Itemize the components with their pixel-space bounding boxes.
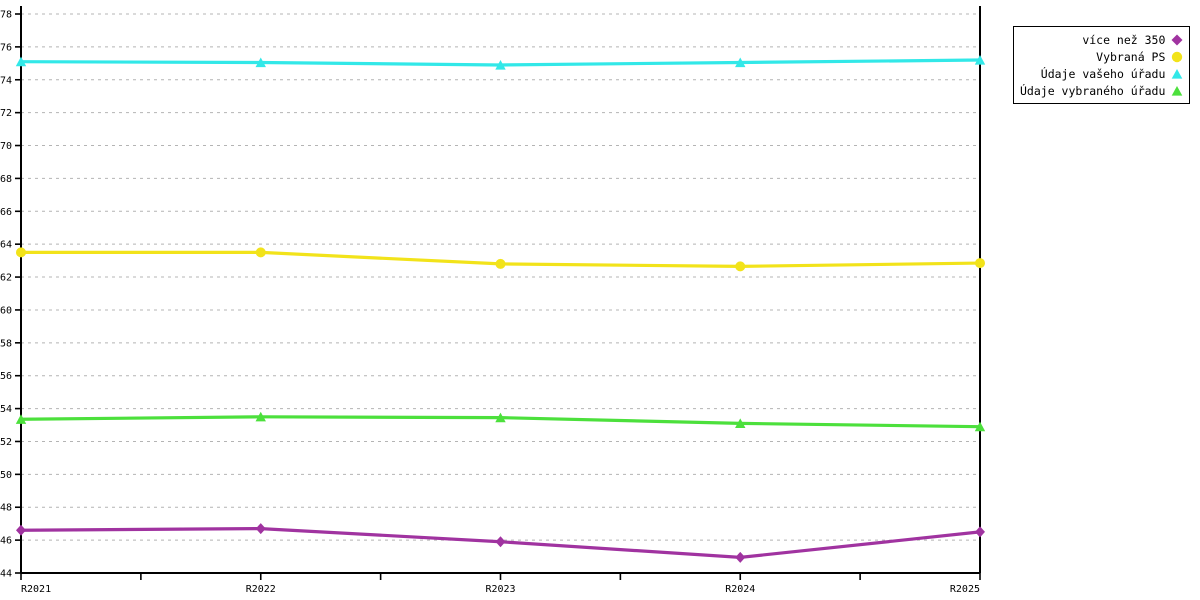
data-point-circle — [16, 247, 26, 258]
x-axis-ticks — [20, 573, 981, 580]
data-point-triangle — [974, 55, 986, 65]
data-point-diamond — [495, 536, 506, 548]
data-point-triangle — [15, 56, 27, 67]
legend-item-label: více než 350 — [1082, 32, 1166, 47]
data-series-layer — [15, 55, 986, 563]
grid-lines — [21, 13, 980, 574]
y-tick-label: 46 — [0, 536, 12, 547]
y-tick-label: 66 — [0, 207, 12, 218]
data-point-triangle — [255, 57, 266, 68]
data-point-triangle — [495, 412, 506, 423]
x-tick-label: R2023 — [485, 584, 515, 595]
triangle-marker-icon — [1170, 67, 1184, 81]
x-axis-tick-labels: R2021 R2022 R2023 R2024 R2025 — [21, 584, 980, 595]
data-point-diamond — [255, 523, 266, 535]
data-point-diamond — [735, 551, 746, 563]
diamond-marker-icon — [1170, 33, 1184, 47]
legend-item[interactable]: Údaje vašeho úřadu — [1020, 65, 1184, 82]
y-axis-ticks — [15, 13, 21, 574]
x-tick-label: R2021 — [21, 584, 51, 595]
y-tick-label: 44 — [0, 569, 12, 580]
y-tick-label: 64 — [0, 240, 12, 251]
y-tick-label: 56 — [0, 371, 12, 382]
x-tick-label: R2022 — [246, 584, 276, 595]
y-tick-label: 60 — [0, 305, 12, 316]
y-axis-tick-labels: 44 46 48 50 52 54 56 58 60 62 64 66 68 70 72 74 76 78 — [0, 10, 12, 580]
circle-marker-icon — [1170, 50, 1184, 64]
data-point-circle — [495, 258, 506, 269]
y-tick-label: 52 — [0, 437, 12, 448]
y-tick-label: 54 — [0, 404, 12, 415]
triangle-marker-icon — [1170, 84, 1184, 98]
legend-item[interactable]: Údaje vybraného úřadu — [1020, 82, 1184, 99]
data-point-circle — [255, 247, 266, 258]
data-point-circle — [735, 261, 746, 272]
data-point-triangle — [735, 57, 746, 68]
chart-legend: více než 350 Vybraná PS Údaje vašeho úřa… — [1013, 26, 1191, 104]
y-tick-label: 76 — [0, 42, 12, 53]
legend-item-label: Údaje vašeho úřadu — [1040, 66, 1166, 81]
y-tick-label: 72 — [0, 108, 12, 119]
legend-item-label: Vybraná PS — [1096, 49, 1166, 64]
data-point-triangle — [495, 59, 506, 70]
data-point-triangle — [255, 411, 266, 422]
data-point-diamond — [16, 524, 26, 536]
y-tick-label: 78 — [0, 10, 12, 21]
y-tick-label: 50 — [0, 470, 12, 481]
line-chart: 44 46 48 50 52 54 56 58 60 62 64 66 68 70 72 74 76 78 R20… — [0, 6, 986, 595]
data-point-triangle — [974, 421, 986, 432]
y-tick-label: 74 — [0, 75, 12, 86]
y-tick-label: 62 — [0, 273, 12, 284]
y-tick-label: 68 — [0, 174, 12, 185]
x-tick-label: R2025 — [950, 584, 980, 595]
data-point-circle — [975, 258, 985, 269]
legend-item-label: Údaje vybraného úřadu — [1020, 83, 1166, 98]
y-tick-label: 70 — [0, 141, 12, 152]
y-tick-label: 58 — [0, 338, 12, 349]
chart-canvas: 44 46 48 50 52 54 56 58 60 62 64 66 68 70 72 74 76 78 R20… — [0, 6, 986, 595]
legend-item[interactable]: více než 350 — [1020, 31, 1184, 48]
data-point-diamond — [975, 526, 985, 538]
y-tick-label: 48 — [0, 503, 12, 514]
x-tick-label: R2024 — [725, 584, 755, 595]
legend-item[interactable]: Vybraná PS — [1020, 48, 1184, 65]
data-point-triangle — [15, 414, 27, 424]
axis-lines — [20, 6, 981, 574]
data-point-triangle — [735, 418, 746, 428]
